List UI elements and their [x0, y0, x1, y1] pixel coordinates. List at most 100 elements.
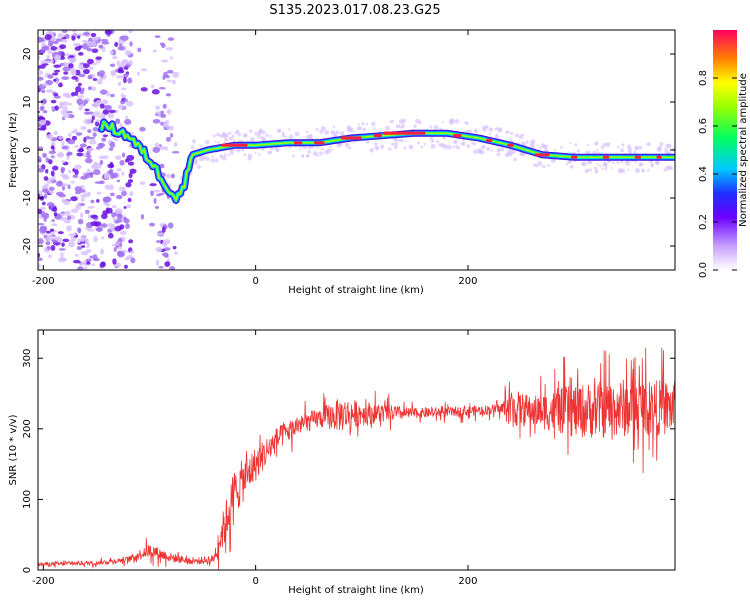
spectrogram-noise-speck: [120, 35, 129, 41]
spectrogram-halo-speck: [373, 127, 376, 130]
spectrogram-halo-speck: [387, 147, 392, 151]
spectrogram-noise-speck: [139, 126, 146, 132]
spectrogram-noise-speck: [100, 236, 105, 240]
spectrogram-noise-speck: [96, 199, 100, 203]
spectrogram-halo-speck: [227, 153, 230, 157]
spectrogram-halo-speck: [321, 148, 325, 151]
spectrogram-noise-speck: [155, 259, 160, 266]
spectrogram-halo-speck: [236, 148, 241, 153]
spectrogram-halo-speck: [547, 164, 550, 167]
spectrogram-halo-speck: [413, 124, 417, 129]
spectrogram-halo-speck: [611, 161, 615, 165]
spectrogram-noise-speck: [90, 214, 98, 219]
spectrogram-halo-speck: [436, 140, 440, 144]
spectrogram-halo-speck: [494, 134, 500, 140]
spectrogram-halo-speck: [319, 129, 324, 134]
spectrogram-halo-speck: [518, 134, 524, 140]
spectrogram-noise-speck: [50, 145, 55, 150]
spectrogram-noise-speck: [166, 173, 171, 179]
spectrogram-noise-speck: [51, 239, 58, 244]
spectrogram-noise-speck: [98, 155, 104, 159]
spectrogram-noise-speck: [53, 95, 61, 99]
spectrogram-noise-speck: [109, 141, 116, 148]
spectrogram-noise-speck: [167, 37, 175, 41]
spectrogram-noise-speck: [174, 251, 178, 255]
spectrogram-noise-speck: [46, 134, 54, 140]
spectrogram-noise-speck: [167, 222, 174, 229]
spectrogram-noise-speck: [108, 147, 114, 151]
spectrogram-noise-speck: [86, 154, 92, 159]
spectrogram-noise-speck: [51, 165, 59, 171]
spectrogram-halo-speck: [667, 165, 673, 170]
spectrogram-noise-speck: [58, 151, 63, 158]
spectrogram-noise-speck: [74, 69, 81, 76]
spectrogram-noise-speck: [84, 209, 90, 214]
spectrogram-halo-speck: [605, 142, 611, 147]
spectrogram-halo-speck: [610, 167, 613, 170]
colorbar-tick-label: 0.0: [698, 262, 709, 278]
spectrogram-noise-speck: [124, 50, 132, 56]
spectrogram-noise-speck: [60, 168, 65, 174]
spectrogram-noise-speck: [155, 246, 163, 253]
spectrogram-noise-speck: [61, 160, 66, 164]
spectrogram-halo-speck: [513, 157, 518, 162]
spectrogram-noise-speck: [162, 252, 169, 257]
spectrogram-halo-speck: [620, 168, 626, 174]
spectrogram-halo-speck: [347, 146, 351, 150]
spectrogram-noise-speck: [58, 193, 66, 198]
spectrogram-noise-speck: [74, 90, 79, 96]
spectrogram-noise-speck: [93, 169, 101, 176]
spectrogram-noise-speck: [70, 196, 78, 202]
spectrogram-noise-speck: [128, 60, 133, 66]
spectrogram-halo-speck: [511, 152, 514, 155]
spectrogram-halo-speck: [446, 144, 452, 150]
spectrogram-noise-speck: [115, 75, 124, 79]
spectrogram-noise-speck: [86, 168, 91, 174]
spectrogram-halo-speck: [480, 150, 485, 155]
spectrogram-noise-speck: [160, 110, 165, 114]
spectrogram-noise-speck: [66, 110, 73, 114]
spectrogram-noise-speck: [38, 222, 45, 226]
spectrogram-noise-speck: [148, 222, 156, 227]
spectrogram-noise-speck: [44, 183, 49, 189]
spectrogram-noise-speck: [76, 35, 81, 39]
spectrogram-noise-speck: [124, 264, 128, 269]
spectrogram-y-axis-label: Frequency (Hz): [8, 112, 19, 188]
spectrogram-halo-speck: [344, 142, 350, 148]
spectrogram-noise-speck: [50, 245, 56, 251]
spectrogram-halo-speck: [569, 164, 574, 169]
spectrogram-halo-speck: [228, 136, 233, 141]
spectrogram-noise-speck: [38, 76, 44, 81]
spectrogram-noise-speck: [50, 99, 57, 104]
spectrogram-noise-speck: [115, 241, 120, 247]
spectrogram-noise-speck: [164, 261, 171, 268]
spectrogram-halo-speck: [600, 145, 605, 150]
spectrogram-halo-speck: [589, 160, 593, 165]
spectrogram-noise-speck: [51, 108, 56, 112]
spectrogram-noise-speck: [107, 207, 113, 214]
spectrogram-noise-speck: [53, 93, 59, 97]
spectrogram-noise-speck: [59, 101, 64, 108]
spectrogram-halo-speck: [495, 133, 499, 136]
spectrogram-halo-speck: [565, 163, 568, 166]
spectrogram-noise-speck: [78, 106, 83, 111]
spectrogram-halo-speck: [584, 150, 588, 154]
spectrogram-noise-speck: [50, 141, 56, 147]
spectrogram-halo-speck: [598, 164, 602, 168]
spectrogram-halo-speck: [236, 130, 240, 134]
spectrogram-noise-speck: [89, 66, 94, 71]
spectrogram-noise-speck: [72, 259, 81, 264]
spectrogram-noise-speck: [61, 30, 68, 34]
spectrogram-halo-speck: [567, 159, 572, 163]
spectrogram-halo-speck: [484, 124, 489, 130]
spectrogram-halo-speck: [474, 129, 478, 133]
spectrogram-noise-speck: [124, 158, 130, 163]
spectrogram-noise-speck: [118, 242, 123, 247]
spectrogram-noise-speck: [169, 265, 176, 270]
spectrogram-noise-speck: [140, 68, 148, 72]
spectrogram-noise-speck: [123, 216, 127, 221]
spectrogram-halo-speck: [233, 139, 236, 142]
spectrogram-noise-speck: [38, 238, 44, 245]
spectrogram-noise-speck: [104, 30, 112, 35]
spectrogram-noise-speck: [48, 190, 55, 194]
